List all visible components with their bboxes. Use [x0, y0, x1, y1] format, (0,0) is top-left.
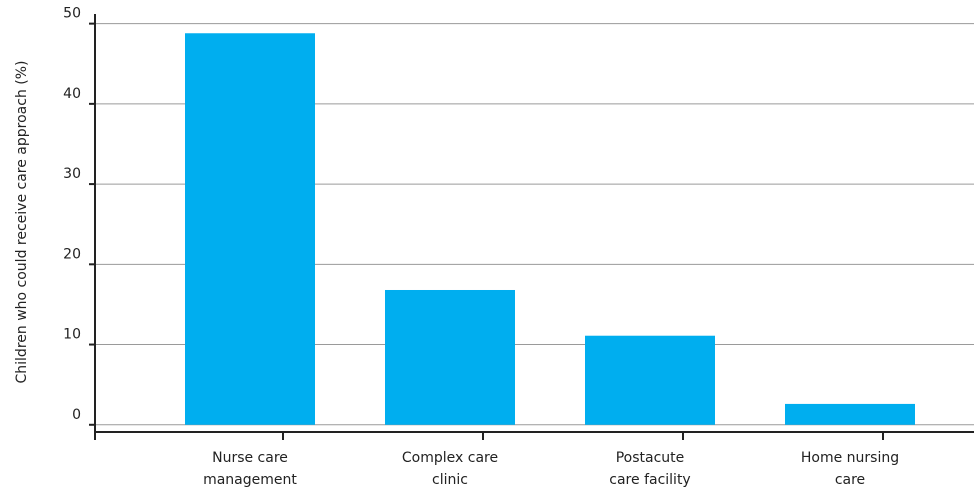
x-tick-label: care facility [609, 472, 690, 488]
x-tick-label: Home nursing [801, 450, 899, 466]
bar [385, 289, 515, 425]
x-tick-label: care [835, 472, 865, 488]
y-tick-label: 20 [63, 246, 81, 262]
x-tick-label: management [203, 472, 297, 488]
x-tick-label: Postacute [616, 450, 685, 466]
y-tick-label: 30 [63, 166, 81, 182]
y-tick-label: 40 [63, 86, 81, 102]
y-tick-label: 0 [72, 407, 81, 423]
x-tick-label: clinic [432, 472, 468, 488]
x-tick-label: Complex care [402, 450, 498, 466]
y-tick-label: 50 [63, 6, 81, 22]
y-tick-label: 10 [63, 327, 81, 343]
x-tick-label: Nurse care [212, 450, 288, 466]
bar [585, 335, 715, 425]
bar [185, 33, 315, 425]
bar [785, 403, 915, 425]
y-axis-label: Children who could receive care approach… [14, 61, 30, 384]
